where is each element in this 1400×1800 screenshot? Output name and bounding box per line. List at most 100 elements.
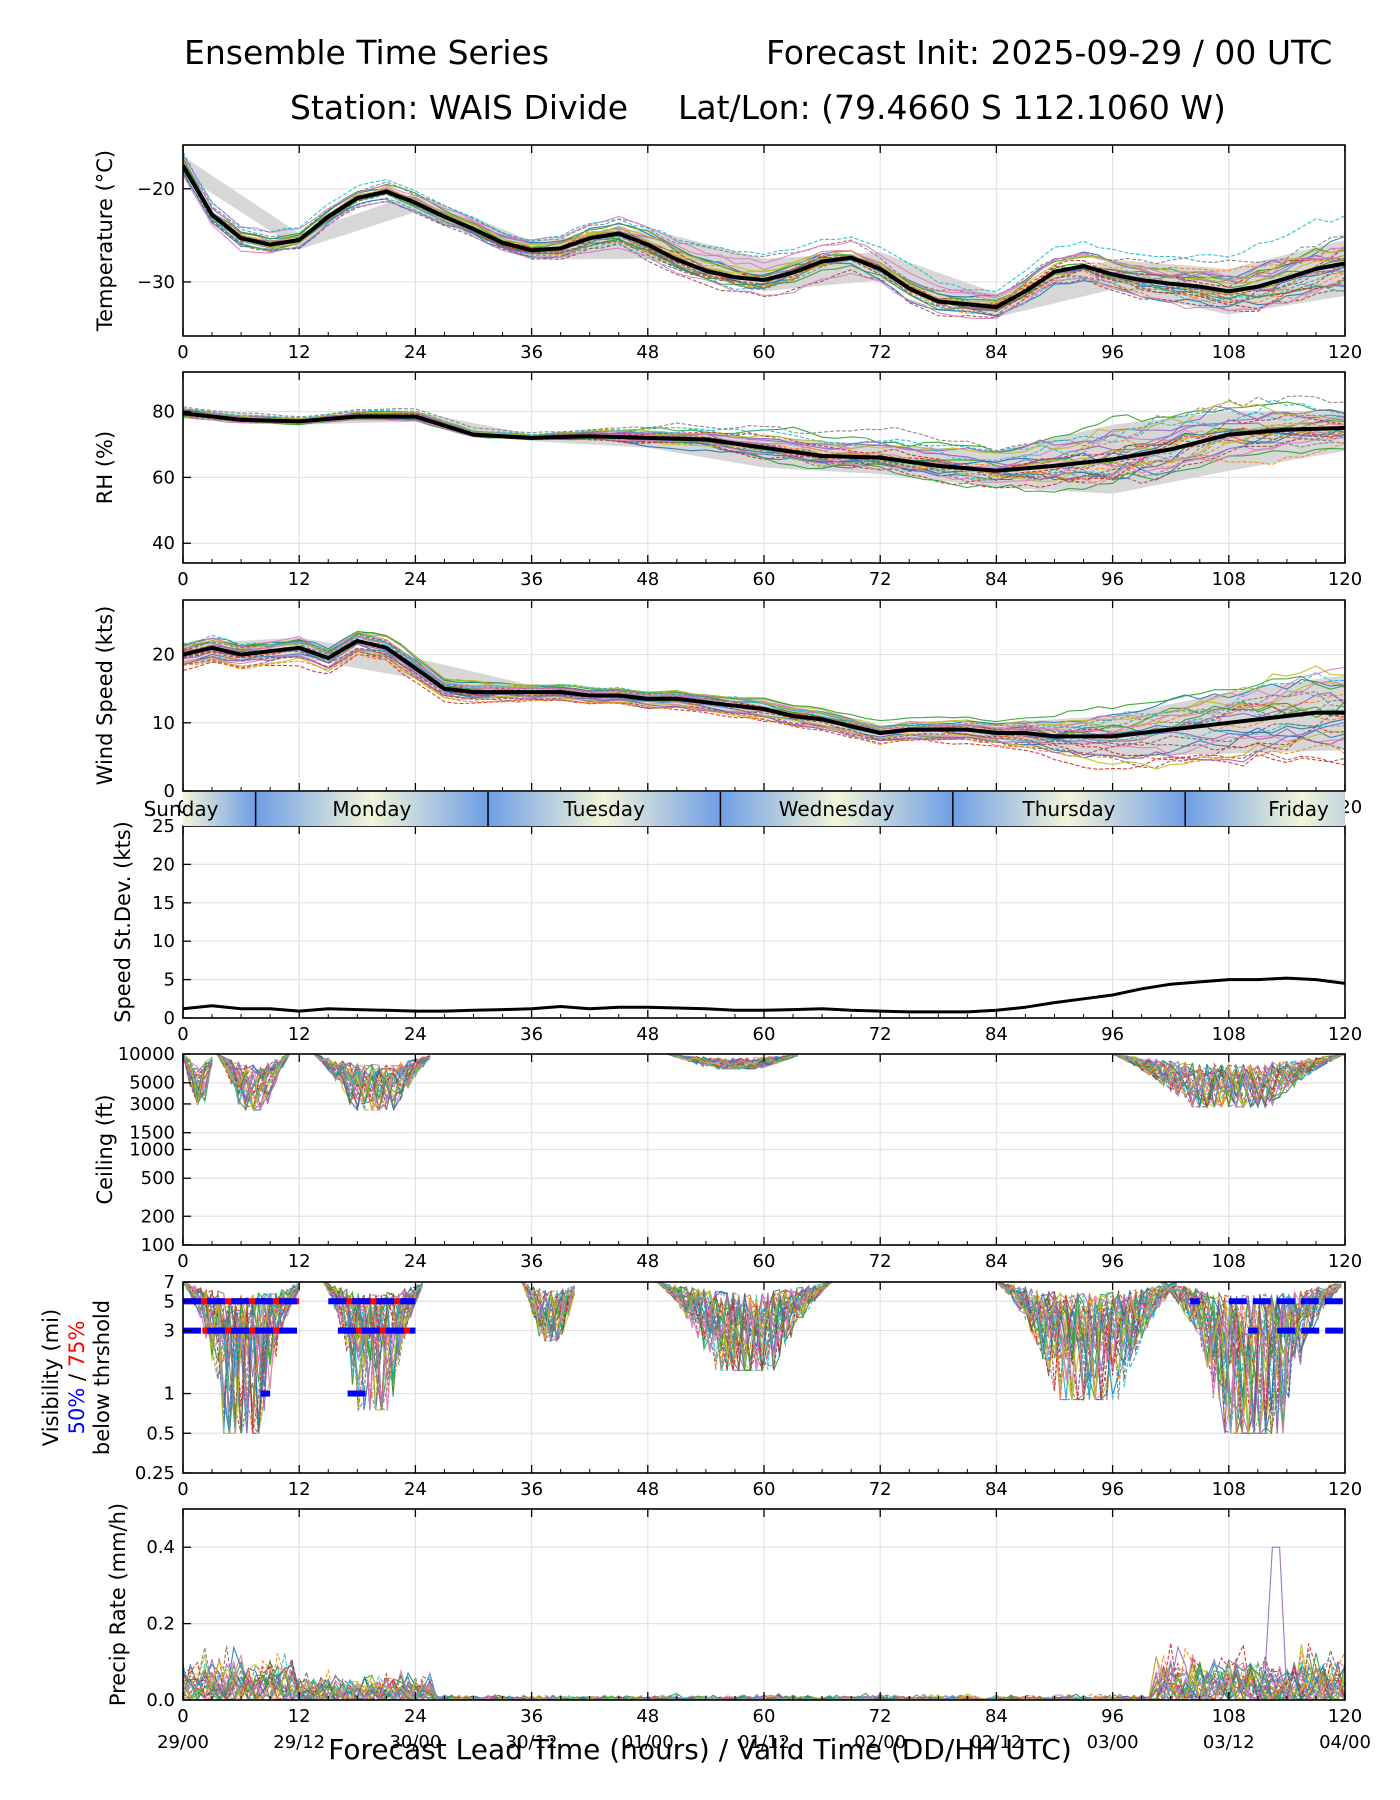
y-axis-label: Precip Rate (mm/h) xyxy=(106,1503,130,1706)
data-point xyxy=(647,244,649,246)
x-tick-label: 12 xyxy=(288,1706,311,1727)
data-point xyxy=(763,447,765,449)
data-point xyxy=(269,650,271,652)
data-point xyxy=(531,249,533,251)
data-point xyxy=(531,691,533,693)
x-tick-label: 84 xyxy=(985,1479,1008,1500)
data-point xyxy=(1199,725,1201,727)
data-point xyxy=(531,437,533,439)
data-point xyxy=(908,1011,910,1013)
x-tick-label: 48 xyxy=(636,1251,659,1272)
x-tick-label: 84 xyxy=(985,569,1008,590)
data-point xyxy=(850,257,852,259)
data-point xyxy=(1257,718,1259,720)
day-band-sunday xyxy=(183,792,256,826)
data-point xyxy=(240,237,242,239)
x-tick-label: 12 xyxy=(288,1024,311,1045)
data-point xyxy=(443,688,446,690)
data-point xyxy=(1112,458,1114,460)
y-tick-label: 25 xyxy=(152,816,175,837)
x-tick-label: 108 xyxy=(1212,1479,1246,1500)
x-tick-label: 24 xyxy=(404,569,427,590)
ensemble-member-line xyxy=(183,1054,1345,1106)
data-point xyxy=(385,190,387,193)
x-axis-label: Forecast Lead Time (hours) / Valid Time … xyxy=(328,1733,1072,1766)
x-tick-label: 36 xyxy=(520,569,543,590)
data-point xyxy=(1286,977,1288,979)
y-tick-label: 7 xyxy=(164,1272,175,1293)
data-point xyxy=(327,657,329,659)
data-point xyxy=(1315,979,1317,981)
ensemble-member-line xyxy=(183,416,1345,486)
x-tick-label: 24 xyxy=(404,1479,427,1500)
data-point xyxy=(792,715,794,717)
data-point xyxy=(1141,988,1143,990)
x-tick-label: 36 xyxy=(520,1706,543,1727)
data-point xyxy=(1053,735,1056,738)
y-tick-label: 3 xyxy=(164,1321,175,1342)
x-tick-label: 108 xyxy=(1212,569,1246,590)
data-point xyxy=(472,1009,475,1011)
data-point xyxy=(676,259,678,261)
y-tick-label: 500 xyxy=(141,1168,175,1189)
data-point xyxy=(356,197,358,199)
x-tick-label: 48 xyxy=(636,342,659,363)
y-tick-label: 1500 xyxy=(129,1123,175,1144)
data-point xyxy=(850,725,852,727)
data-point xyxy=(705,701,707,703)
panel-speed_stdev: 0 12 24 36 48 60 72 84 96 108 120 0 5 10 15 20 25 Speed S… xyxy=(111,816,1362,1045)
x-tick-label: 60 xyxy=(753,1479,776,1500)
x-tick-label: 0 xyxy=(177,1024,188,1045)
data-point xyxy=(647,1006,649,1008)
forecast-init: Forecast Init: 2025-09-29 / 00 UTC xyxy=(766,33,1333,72)
valid-time-label: 03/12 xyxy=(1203,1732,1255,1753)
y-tick-label: −30 xyxy=(137,272,175,293)
ensemble-member-line xyxy=(183,631,1345,730)
data-point xyxy=(792,272,794,274)
ensemble-member-line xyxy=(183,166,1345,316)
x-tick-label: 96 xyxy=(1101,1251,1124,1272)
data-point xyxy=(1257,286,1259,288)
data-point xyxy=(385,647,387,649)
y-tick-label: 5 xyxy=(164,1291,175,1312)
x-tick-label: 36 xyxy=(520,1251,543,1272)
y-tick-label: 40 xyxy=(152,533,175,554)
x-tick-label: 120 xyxy=(1328,1479,1362,1500)
data-point xyxy=(211,1005,213,1007)
y-axis-label-percentiles: 50% / 75% xyxy=(65,1321,89,1435)
data-point xyxy=(1199,981,1201,983)
y-tick-label: 5 xyxy=(164,970,175,991)
y-tick-label: 0.0 xyxy=(146,1690,175,1711)
data-point xyxy=(1228,433,1230,436)
data-point xyxy=(1170,283,1172,285)
x-tick-label: 60 xyxy=(753,1251,776,1272)
ensemble-member-line xyxy=(183,1642,1345,1700)
data-point xyxy=(501,1008,504,1011)
ensemble-member-line xyxy=(183,167,1345,309)
data-point xyxy=(531,1008,533,1010)
day-label-tuesday: Tuesday xyxy=(563,797,646,821)
data-point xyxy=(879,457,881,459)
valid-time-label: 30/12 xyxy=(506,1732,558,1753)
day-band-friday xyxy=(1185,792,1345,826)
data-point xyxy=(937,300,939,303)
y-tick-label: 80 xyxy=(152,402,175,423)
x-tick-label: 84 xyxy=(985,1706,1008,1727)
y-axis-label-threshold: below thrshold xyxy=(90,1300,114,1455)
valid-time-label: 29/12 xyxy=(273,1732,325,1753)
x-tick-label: 96 xyxy=(1101,569,1124,590)
x-tick-label: 48 xyxy=(636,1479,659,1500)
data-point xyxy=(298,647,300,649)
data-point xyxy=(821,455,823,457)
panel-visibility: 0 12 24 36 48 60 72 84 96 108 120 0.25 0.5 1 3 57 Visibi… xyxy=(39,1272,1362,1500)
x-tick-label: 72 xyxy=(869,1251,892,1272)
data-point xyxy=(618,232,620,235)
data-point xyxy=(356,415,358,418)
data-point xyxy=(472,691,475,693)
data-point xyxy=(966,303,968,305)
ensemble-member-line xyxy=(183,1282,1342,1434)
data-point xyxy=(879,732,881,734)
day-label-sunday: Sunday xyxy=(144,797,219,821)
